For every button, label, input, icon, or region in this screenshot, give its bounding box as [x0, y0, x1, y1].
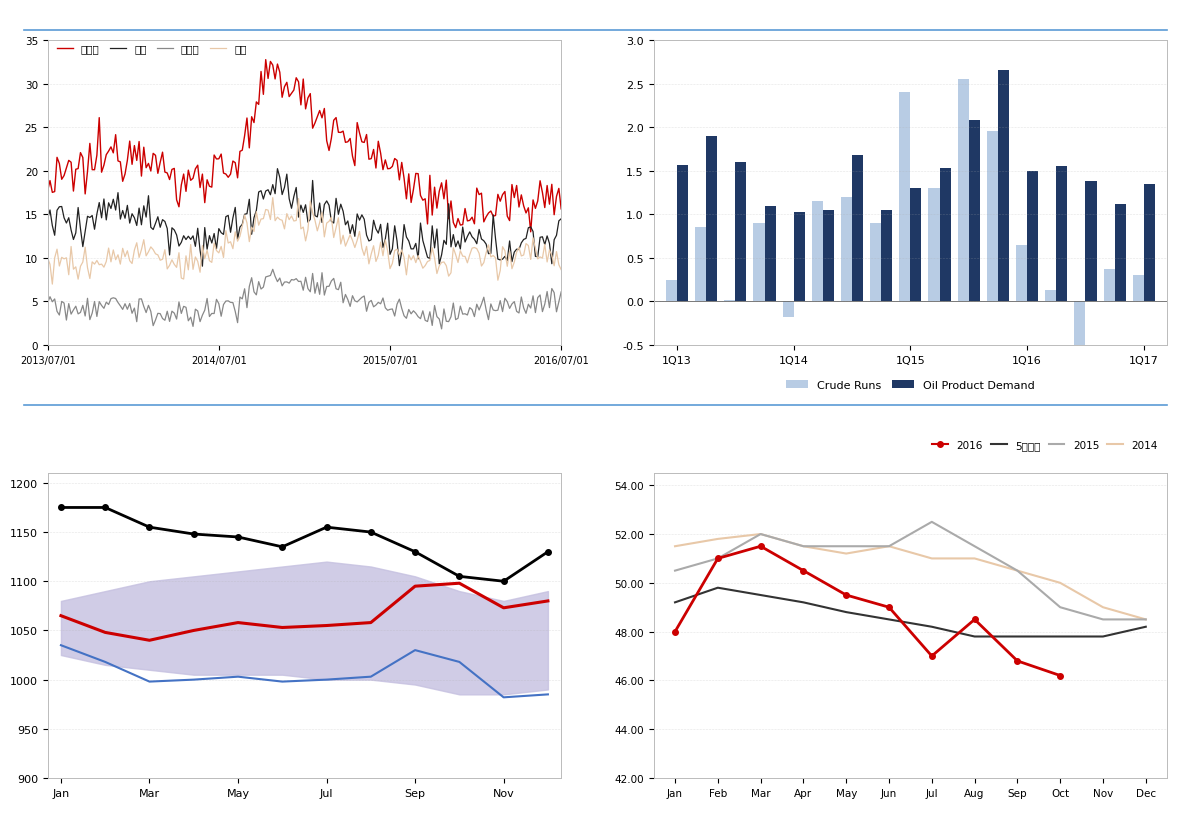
Bar — [871, 224, 881, 302]
Line: 西北欧: 西北欧 — [48, 270, 561, 329]
西北欧 — [40, 299, 55, 309]
中西部 — [191, 161, 205, 171]
亚太 — [266, 193, 280, 203]
Line: 中西部: 中西部 — [48, 61, 561, 233]
Bar — [1143, 184, 1155, 302]
Bar — [1074, 302, 1085, 350]
亚太 — [495, 242, 510, 252]
Bar — [793, 212, 805, 302]
美湾 — [40, 215, 55, 224]
Bar — [754, 224, 765, 302]
Bar — [1085, 182, 1097, 302]
Bar — [881, 210, 892, 302]
西北欧 — [181, 316, 195, 326]
中西部 — [554, 205, 568, 215]
美湾 — [181, 232, 195, 242]
美湾 — [495, 255, 510, 265]
Bar — [696, 228, 706, 302]
Bar — [812, 202, 823, 302]
Bar — [1016, 246, 1027, 302]
美湾 — [195, 262, 210, 272]
Bar — [968, 121, 980, 302]
Bar — [765, 206, 775, 302]
美湾 — [505, 257, 519, 267]
Bar — [1104, 269, 1115, 302]
Bar — [998, 71, 1009, 302]
Bar — [1115, 205, 1125, 302]
美湾 — [270, 165, 285, 174]
Line: 美湾: 美湾 — [48, 170, 561, 267]
中西部 — [476, 218, 491, 228]
美湾 — [554, 215, 568, 224]
亚太 — [505, 265, 519, 274]
中西部 — [493, 197, 507, 207]
Legend: Crude Runs, Oil Product Demand: Crude Runs, Oil Product Demand — [781, 376, 1040, 395]
Bar — [841, 197, 852, 302]
亚太 — [554, 265, 568, 275]
Line: 亚太: 亚太 — [48, 198, 561, 285]
西北欧 — [435, 324, 449, 334]
Bar — [1056, 167, 1067, 302]
西北欧 — [317, 291, 331, 301]
Bar — [782, 302, 793, 318]
美湾 — [319, 197, 333, 206]
亚太 — [40, 254, 55, 264]
西北欧 — [554, 287, 568, 297]
Bar — [724, 301, 735, 302]
西北欧 — [495, 307, 510, 317]
中西部 — [317, 105, 331, 115]
Bar — [1046, 291, 1056, 302]
Legend: 2016, 5年均値, 2015, 2014: 2016, 5年均値, 2015, 2014 — [928, 436, 1162, 455]
Bar — [910, 189, 922, 302]
Bar — [676, 165, 688, 302]
西北欧 — [191, 306, 205, 316]
中西部 — [503, 216, 517, 226]
亚太 — [319, 219, 333, 229]
Bar — [1027, 171, 1039, 302]
中西部 — [524, 228, 538, 238]
亚太 — [479, 248, 493, 258]
Legend: 中西部, 美湾, 西北欧, 亚太: 中西部, 美湾, 西北欧, 亚太 — [52, 40, 251, 58]
中西部 — [258, 56, 273, 66]
Bar — [929, 189, 940, 302]
Bar — [706, 137, 717, 302]
Bar — [852, 156, 863, 302]
亚太 — [193, 268, 207, 278]
中西部 — [181, 166, 195, 176]
Bar — [666, 280, 676, 302]
Bar — [1133, 276, 1143, 302]
Bar — [987, 133, 998, 302]
亚太 — [45, 280, 60, 290]
中西部 — [40, 187, 55, 197]
西北欧 — [266, 265, 280, 275]
Bar — [940, 169, 950, 302]
Bar — [823, 210, 834, 302]
Bar — [958, 80, 968, 302]
西北欧 — [505, 300, 519, 310]
Bar — [899, 93, 910, 302]
亚太 — [183, 240, 198, 250]
西北欧 — [479, 305, 493, 315]
美湾 — [191, 224, 205, 234]
美湾 — [479, 240, 493, 250]
Bar — [735, 163, 747, 302]
